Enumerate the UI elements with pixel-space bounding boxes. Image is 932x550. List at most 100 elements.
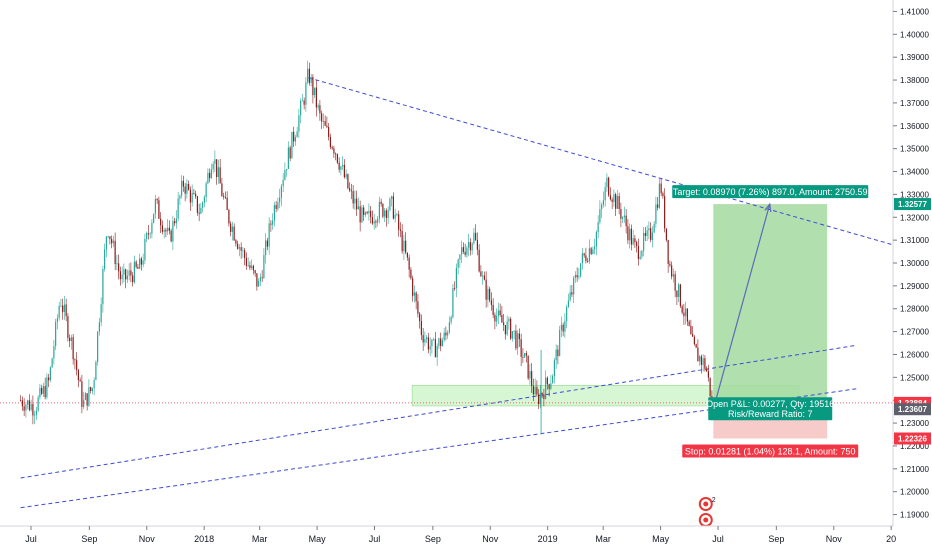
target-zone[interactable] [713, 204, 828, 410]
price-tag[interactable]: 1.22326 [894, 432, 931, 445]
open-pnl-label[interactable]: Open P&L: 0.00277, Qty: 19516Risk/Reward… [706, 397, 834, 421]
trendline-descending-resistance[interactable] [308, 77, 894, 246]
y-tick-label: 1.31000 [900, 236, 929, 245]
candle-body [329, 136, 331, 147]
candle-body [319, 105, 321, 114]
candle-body [105, 236, 107, 250]
stop-label[interactable]: Stop: 0.01281 (1.04%) 128.1, Amount: 750 [682, 444, 859, 458]
candle-body [293, 131, 295, 142]
candle-body [548, 384, 550, 389]
candle-body [34, 414, 36, 416]
candle-body [209, 172, 211, 179]
candle-body [321, 113, 323, 122]
event-marker-1[interactable]: 2 [698, 497, 716, 511]
candle-body [83, 399, 85, 407]
candle-body [20, 400, 22, 402]
candle-body [221, 183, 223, 197]
y-tick-label: 1.25000 [900, 373, 929, 382]
candle-body [693, 336, 695, 345]
candle-body [426, 337, 428, 340]
candle-body [335, 153, 337, 155]
candle-body [559, 330, 561, 357]
candle-body [667, 240, 669, 264]
y-tick-label: 1.20000 [900, 488, 929, 497]
candle-body [39, 387, 41, 398]
candle-body [65, 304, 67, 317]
candle-body [314, 87, 316, 96]
candle-body [543, 394, 545, 399]
candle-body [357, 206, 359, 210]
candle-body [53, 346, 55, 359]
candle-body [580, 263, 582, 277]
candle-body [441, 340, 443, 347]
candle-body [270, 223, 272, 225]
candle-body [618, 196, 620, 210]
candle-body [216, 159, 218, 177]
y-tick-label: 1.27000 [900, 328, 929, 337]
candle-body [200, 207, 202, 214]
candle-body [433, 339, 435, 341]
trendline-ascending-support-upper[interactable] [20, 344, 857, 479]
candle-body [625, 215, 627, 227]
target-label[interactable]: Target: 0.08970 (7.26%) 897.0, Amount: 2… [672, 185, 869, 199]
candle-body [622, 217, 624, 219]
candle-body [97, 331, 99, 362]
candle-body [532, 386, 534, 395]
candle-body [419, 313, 421, 321]
candle-body [440, 338, 442, 347]
candle-body [408, 257, 410, 270]
candle-body [424, 339, 426, 343]
candle-body [328, 127, 330, 137]
candle-body [81, 381, 83, 407]
candle-body [650, 228, 652, 240]
price-tag[interactable]: 1.23607 [894, 403, 931, 416]
candle-body [679, 284, 681, 307]
candle-body [492, 305, 494, 315]
candle-body [254, 270, 256, 274]
y-tick-label: 1.21000 [900, 465, 929, 474]
candle-body [310, 76, 312, 83]
candle-body [406, 252, 408, 258]
candle-body [609, 195, 611, 200]
candle-body [483, 275, 485, 280]
event-marker-1-dot [703, 501, 709, 507]
price-tag-bg [894, 403, 931, 416]
x-tick-label: Mar [595, 534, 611, 544]
price-tag[interactable]: 1.32577 [894, 198, 931, 211]
arrow-head-icon [764, 202, 772, 213]
event-marker-2[interactable] [698, 513, 713, 527]
candle-body [445, 332, 447, 336]
candle-body [636, 242, 638, 246]
candle-body [142, 260, 144, 265]
candle-body [158, 200, 160, 219]
candle-body [504, 324, 506, 335]
candle-body [454, 288, 456, 289]
projection-arrow[interactable] [712, 203, 771, 410]
candle-body [368, 210, 370, 214]
candle-body [431, 339, 433, 347]
price-tag-text: 1.32577 [898, 200, 927, 209]
candle-body [436, 346, 438, 358]
candle-body [375, 221, 377, 223]
x-tick-label: Nov [139, 534, 156, 544]
candle-body [41, 387, 43, 394]
candle-body [287, 147, 289, 169]
x-tick-label: Nov [826, 534, 843, 544]
candle-body [42, 386, 44, 394]
candle-body [86, 393, 88, 406]
candle-body [326, 125, 328, 128]
candle-body [616, 196, 618, 209]
candle-body [702, 358, 704, 365]
candle-body [503, 322, 505, 325]
candle-body [674, 274, 676, 291]
candle-body [48, 377, 50, 381]
candle-body [660, 183, 662, 194]
candle-body [697, 347, 699, 362]
candle-body [391, 196, 393, 199]
candle-body [711, 396, 713, 398]
price-tag-text: 1.23607 [898, 405, 927, 414]
candle-body [595, 231, 597, 247]
candle-body [513, 330, 515, 332]
candle-body [151, 222, 153, 234]
